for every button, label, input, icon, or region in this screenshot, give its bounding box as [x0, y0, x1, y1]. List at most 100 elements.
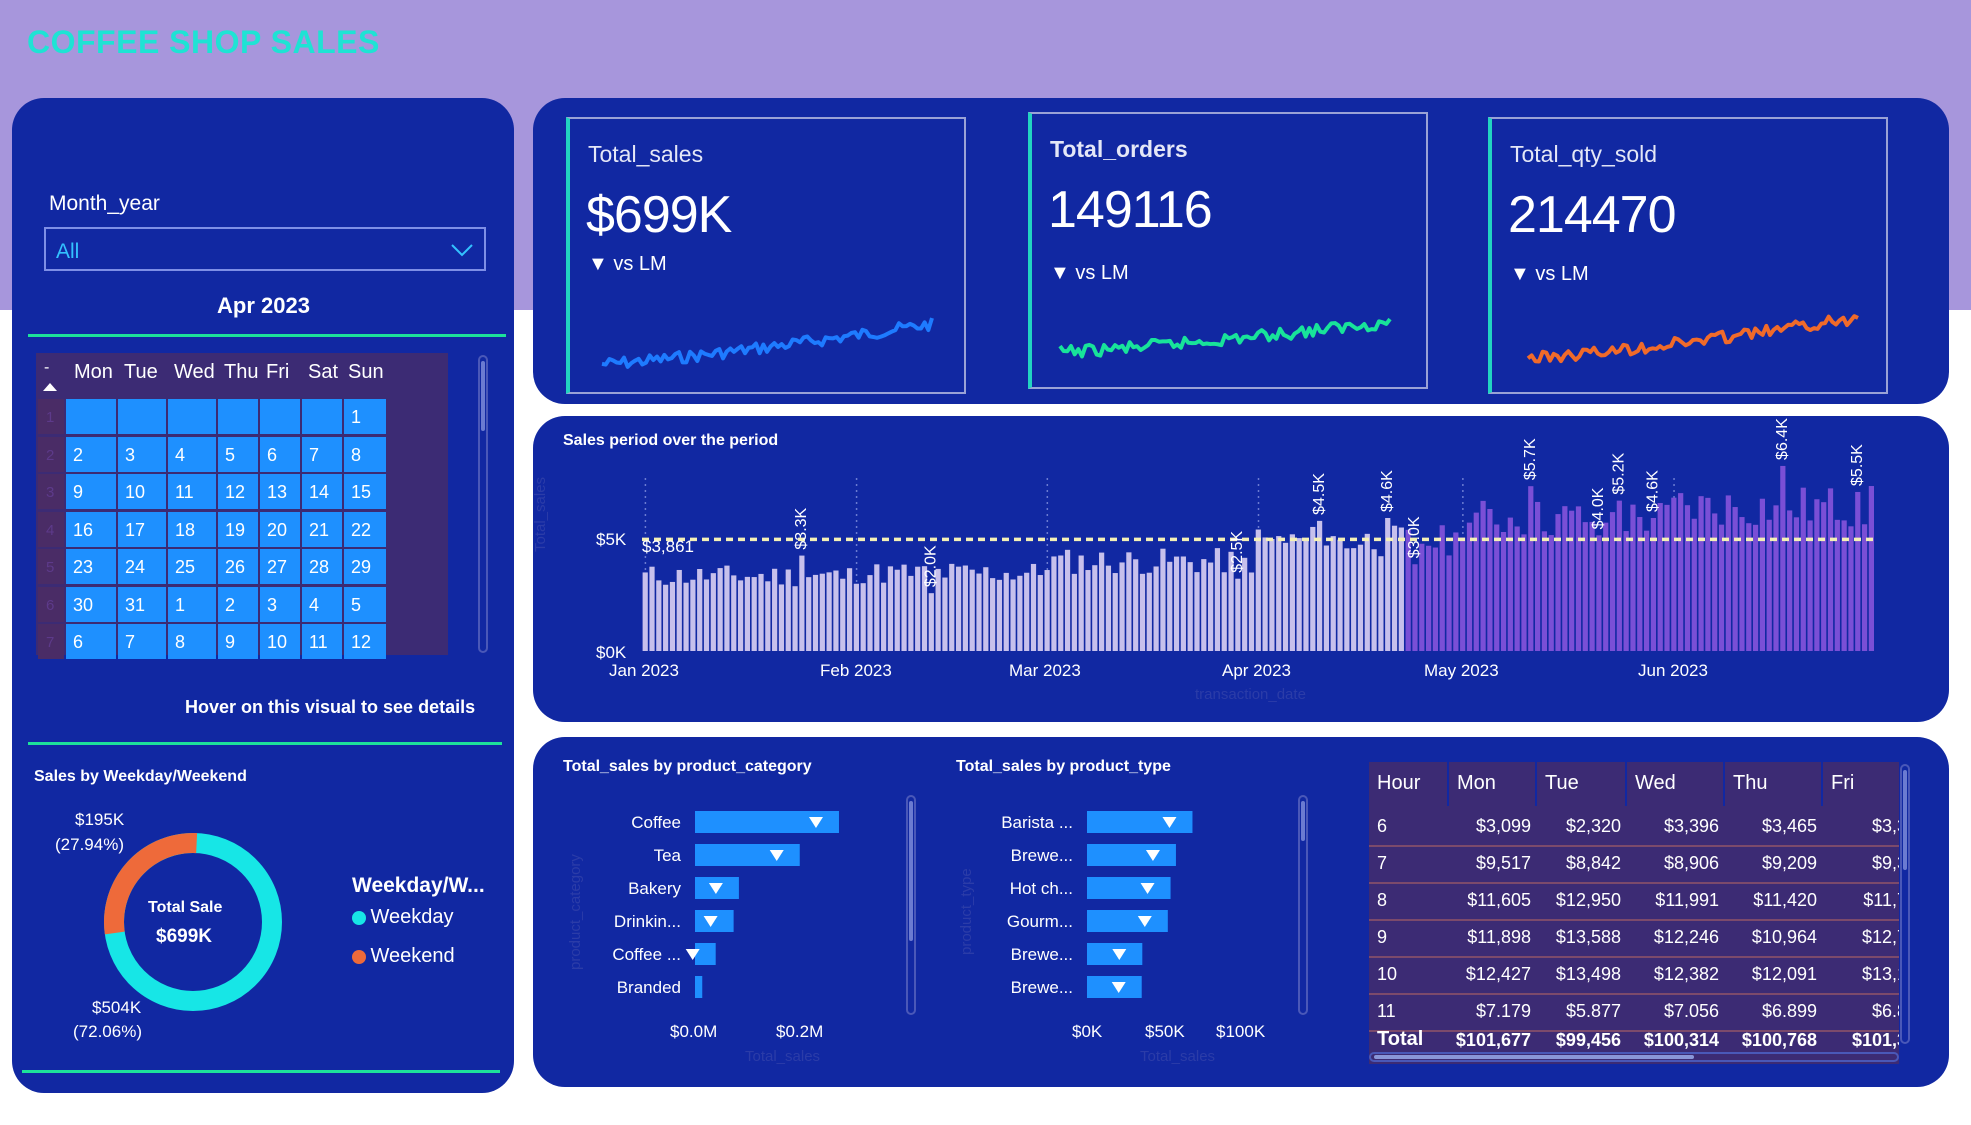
average-line-label: $3,861	[642, 537, 694, 556]
calendar-day-cell[interactable]: 5	[344, 586, 386, 622]
calendar-day-cell[interactable]: 4	[168, 436, 216, 472]
calendar-day-cell[interactable]: 11	[168, 474, 216, 509]
calendar-day-cell[interactable]: 5	[218, 436, 258, 472]
calendar-day-cell[interactable]: 9	[218, 624, 258, 659]
calendar-day-cell[interactable]: 8	[168, 624, 216, 659]
calendar-scrollbar[interactable]	[478, 355, 488, 653]
table-hscrollbar[interactable]	[1369, 1052, 1899, 1062]
calendar-day-cell[interactable]: 9	[66, 474, 116, 509]
calendar-day-cell[interactable]: 26	[218, 549, 258, 584]
calendar-day-cell[interactable]: 4	[302, 586, 342, 622]
category-scrollbar[interactable]	[906, 795, 916, 1015]
calendar-day-cell[interactable]: 6	[66, 624, 116, 659]
calendar-divider	[28, 334, 506, 337]
category-ylabel: product_category	[567, 854, 584, 970]
calendar-day-cell[interactable]: 16	[66, 511, 116, 547]
calendar-day-header: Tue	[124, 361, 158, 383]
calendar-day-cell[interactable]: 29	[344, 549, 386, 584]
calendar-day-cell[interactable]: 6	[260, 436, 300, 472]
calendar-week-number: 3	[38, 474, 64, 509]
calendar-day-header: Thu	[224, 361, 259, 383]
calendar-day-cell[interactable]: 12	[344, 624, 386, 659]
table-header[interactable]: Thu	[1725, 762, 1823, 806]
table-cell: $12,7	[1861, 927, 1899, 947]
calendar-week-number: 5	[38, 549, 64, 584]
calendar-day-cell[interactable]: 14	[302, 474, 342, 509]
calendar-week-number: 7	[38, 624, 64, 659]
table-cell: $12,091	[1751, 964, 1817, 984]
weekend-pct-label: (27.94%)	[55, 835, 124, 854]
table-cell: 6	[1377, 816, 1388, 836]
calendar-day-cell[interactable]: 24	[118, 549, 166, 584]
calendar-day-cell[interactable]	[168, 399, 216, 434]
calendar-matrix[interactable]: - Mon Tue Wed Thu Fri Sat Sun 1 1 2 2 3 4 5 6 7 8 3 9 10 11 1…	[36, 353, 448, 659]
calendar-week-number: 1	[38, 399, 64, 434]
row-divider	[1369, 1030, 1899, 1032]
calendar-day-cell[interactable]: 7	[302, 436, 342, 472]
kpi-card-total-orders[interactable]: Total_orders 149116 ▼ vs LM	[1028, 112, 1428, 389]
calendar-day-cell[interactable]	[118, 399, 166, 434]
calendar-day-cell[interactable]: 19	[218, 511, 258, 547]
xtick: May 2023	[1424, 661, 1499, 680]
calendar-day-cell[interactable]: 30	[66, 586, 116, 622]
calendar-day-cell[interactable]	[66, 399, 116, 434]
table-vscrollbar[interactable]	[1900, 764, 1910, 1044]
calendar-day-cell[interactable]: 13	[260, 474, 300, 509]
table-header[interactable]: Tue	[1537, 762, 1627, 806]
row-divider	[1369, 845, 1899, 847]
type-chart-title: Total_sales by product_type	[956, 758, 1171, 775]
sparkline-path	[1058, 317, 1392, 359]
calendar-day-cell[interactable]: 7	[118, 624, 166, 659]
type-scrollbar[interactable]	[1298, 795, 1308, 1015]
xtick: $0K	[1072, 1022, 1103, 1041]
legend-item-weekday[interactable]: Weekday	[352, 906, 453, 929]
donut-center-value: $699K	[156, 926, 212, 947]
table-cell: $10,964	[1751, 927, 1817, 947]
kpi-card-total-sales[interactable]: Total_sales $699K ▼ vs LM	[566, 117, 966, 394]
calendar-day-cell[interactable]: 31	[118, 586, 166, 622]
weekday-weekend-donut[interactable]	[93, 822, 293, 1022]
calendar-day-cell[interactable]: 2	[66, 436, 116, 472]
calendar-day-cell[interactable]: 8	[344, 436, 386, 472]
calendar-month: Apr 2023	[217, 293, 310, 318]
table-header[interactable]: Mon	[1449, 762, 1537, 806]
calendar-day-cell[interactable]: 23	[66, 549, 116, 584]
calendar-day-cell[interactable]	[302, 399, 342, 434]
calendar-day-cell[interactable]: 11	[302, 624, 342, 659]
sparkline-path	[1526, 314, 1859, 364]
calendar-day-cell[interactable]: 15	[344, 474, 386, 509]
sort-header[interactable]: -	[36, 353, 64, 397]
table-cell: 8	[1377, 890, 1388, 910]
calendar-day-cell[interactable]: 12	[218, 474, 258, 509]
calendar-day-cell[interactable]	[260, 399, 300, 434]
dropdown-value: All	[56, 240, 80, 263]
legend-item-weekend[interactable]: Weekend	[352, 945, 455, 968]
calendar-day-cell[interactable]: 27	[260, 549, 300, 584]
calendar-week-number: 4	[38, 511, 64, 547]
table-header[interactable]: Fri	[1823, 762, 1899, 806]
table-header[interactable]: Wed	[1627, 762, 1725, 806]
month-year-dropdown[interactable]: All	[44, 227, 486, 271]
calendar-day-cell[interactable]: 25	[168, 549, 216, 584]
calendar-day-cell[interactable]: 18	[168, 511, 216, 547]
hour-weekday-matrix[interactable]: Hour Mon Tue Wed Thu Fri 6 $3,099 $2,320 $3,396 $3…	[1369, 762, 1899, 1064]
calendar-day-cell[interactable]: 3	[118, 436, 166, 472]
calendar-day-cell[interactable]: 3	[260, 586, 300, 622]
calendar-day-cell[interactable]: 1	[344, 399, 386, 434]
calendar-day-cell[interactable]: 20	[260, 511, 300, 547]
table-header[interactable]: Hour	[1369, 762, 1449, 806]
calendar-day-cell[interactable]: 22	[344, 511, 386, 547]
calendar-day-cell[interactable]: 10	[118, 474, 166, 509]
kpi-label: Total_qty_sold	[1510, 141, 1658, 167]
calendar-day-cell[interactable]: 1	[168, 586, 216, 622]
category-xlabel: Total_sales	[745, 1048, 821, 1065]
table-cell: $11,991	[1655, 890, 1719, 910]
calendar-day-cell[interactable]: 17	[118, 511, 166, 547]
calendar-day-cell[interactable]: 28	[302, 549, 342, 584]
kpi-card-total-qty[interactable]: Total_qty_sold 214470 ▼ vs LM	[1488, 117, 1888, 394]
ytick: $0K	[596, 643, 627, 662]
calendar-day-cell[interactable]	[218, 399, 258, 434]
calendar-day-cell[interactable]: 2	[218, 586, 258, 622]
calendar-day-cell[interactable]: 10	[260, 624, 300, 659]
calendar-day-cell[interactable]: 21	[302, 511, 342, 547]
